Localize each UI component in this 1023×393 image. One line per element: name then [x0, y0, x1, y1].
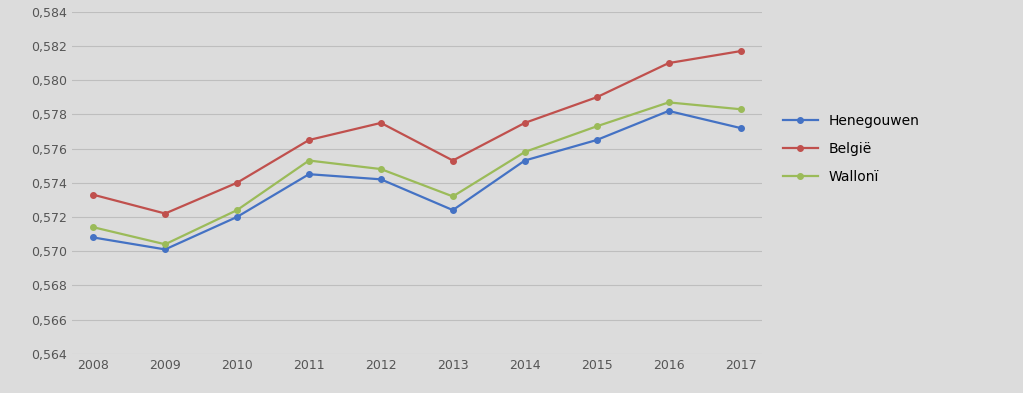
België [159, 211, 171, 216]
België [519, 121, 531, 125]
België [231, 180, 243, 185]
Henegouwen [303, 172, 315, 176]
België [303, 138, 315, 142]
Wallonï [663, 100, 675, 105]
België [590, 95, 603, 99]
België [374, 121, 387, 125]
België [663, 61, 675, 65]
Wallonï [735, 107, 747, 112]
België [447, 158, 459, 163]
Wallonï [590, 124, 603, 129]
België [87, 192, 99, 197]
Henegouwen [519, 158, 531, 163]
Wallonï [374, 167, 387, 171]
Wallonï [447, 194, 459, 199]
Henegouwen [590, 138, 603, 142]
Wallonï [519, 150, 531, 154]
Henegouwen [735, 126, 747, 130]
Wallonï [159, 242, 171, 247]
Henegouwen [231, 215, 243, 219]
België [735, 49, 747, 53]
Henegouwen [87, 235, 99, 240]
Line: Wallonï: Wallonï [90, 99, 744, 247]
Legend: Henegouwen, België, Wallonï: Henegouwen, België, Wallonï [783, 114, 920, 184]
Henegouwen [159, 247, 171, 252]
Wallonï [303, 158, 315, 163]
Wallonï [87, 225, 99, 230]
Henegouwen [447, 208, 459, 213]
Henegouwen [663, 108, 675, 113]
Line: Henegouwen: Henegouwen [90, 108, 744, 252]
Wallonï [231, 208, 243, 213]
Henegouwen [374, 177, 387, 182]
Line: België: België [90, 48, 744, 216]
